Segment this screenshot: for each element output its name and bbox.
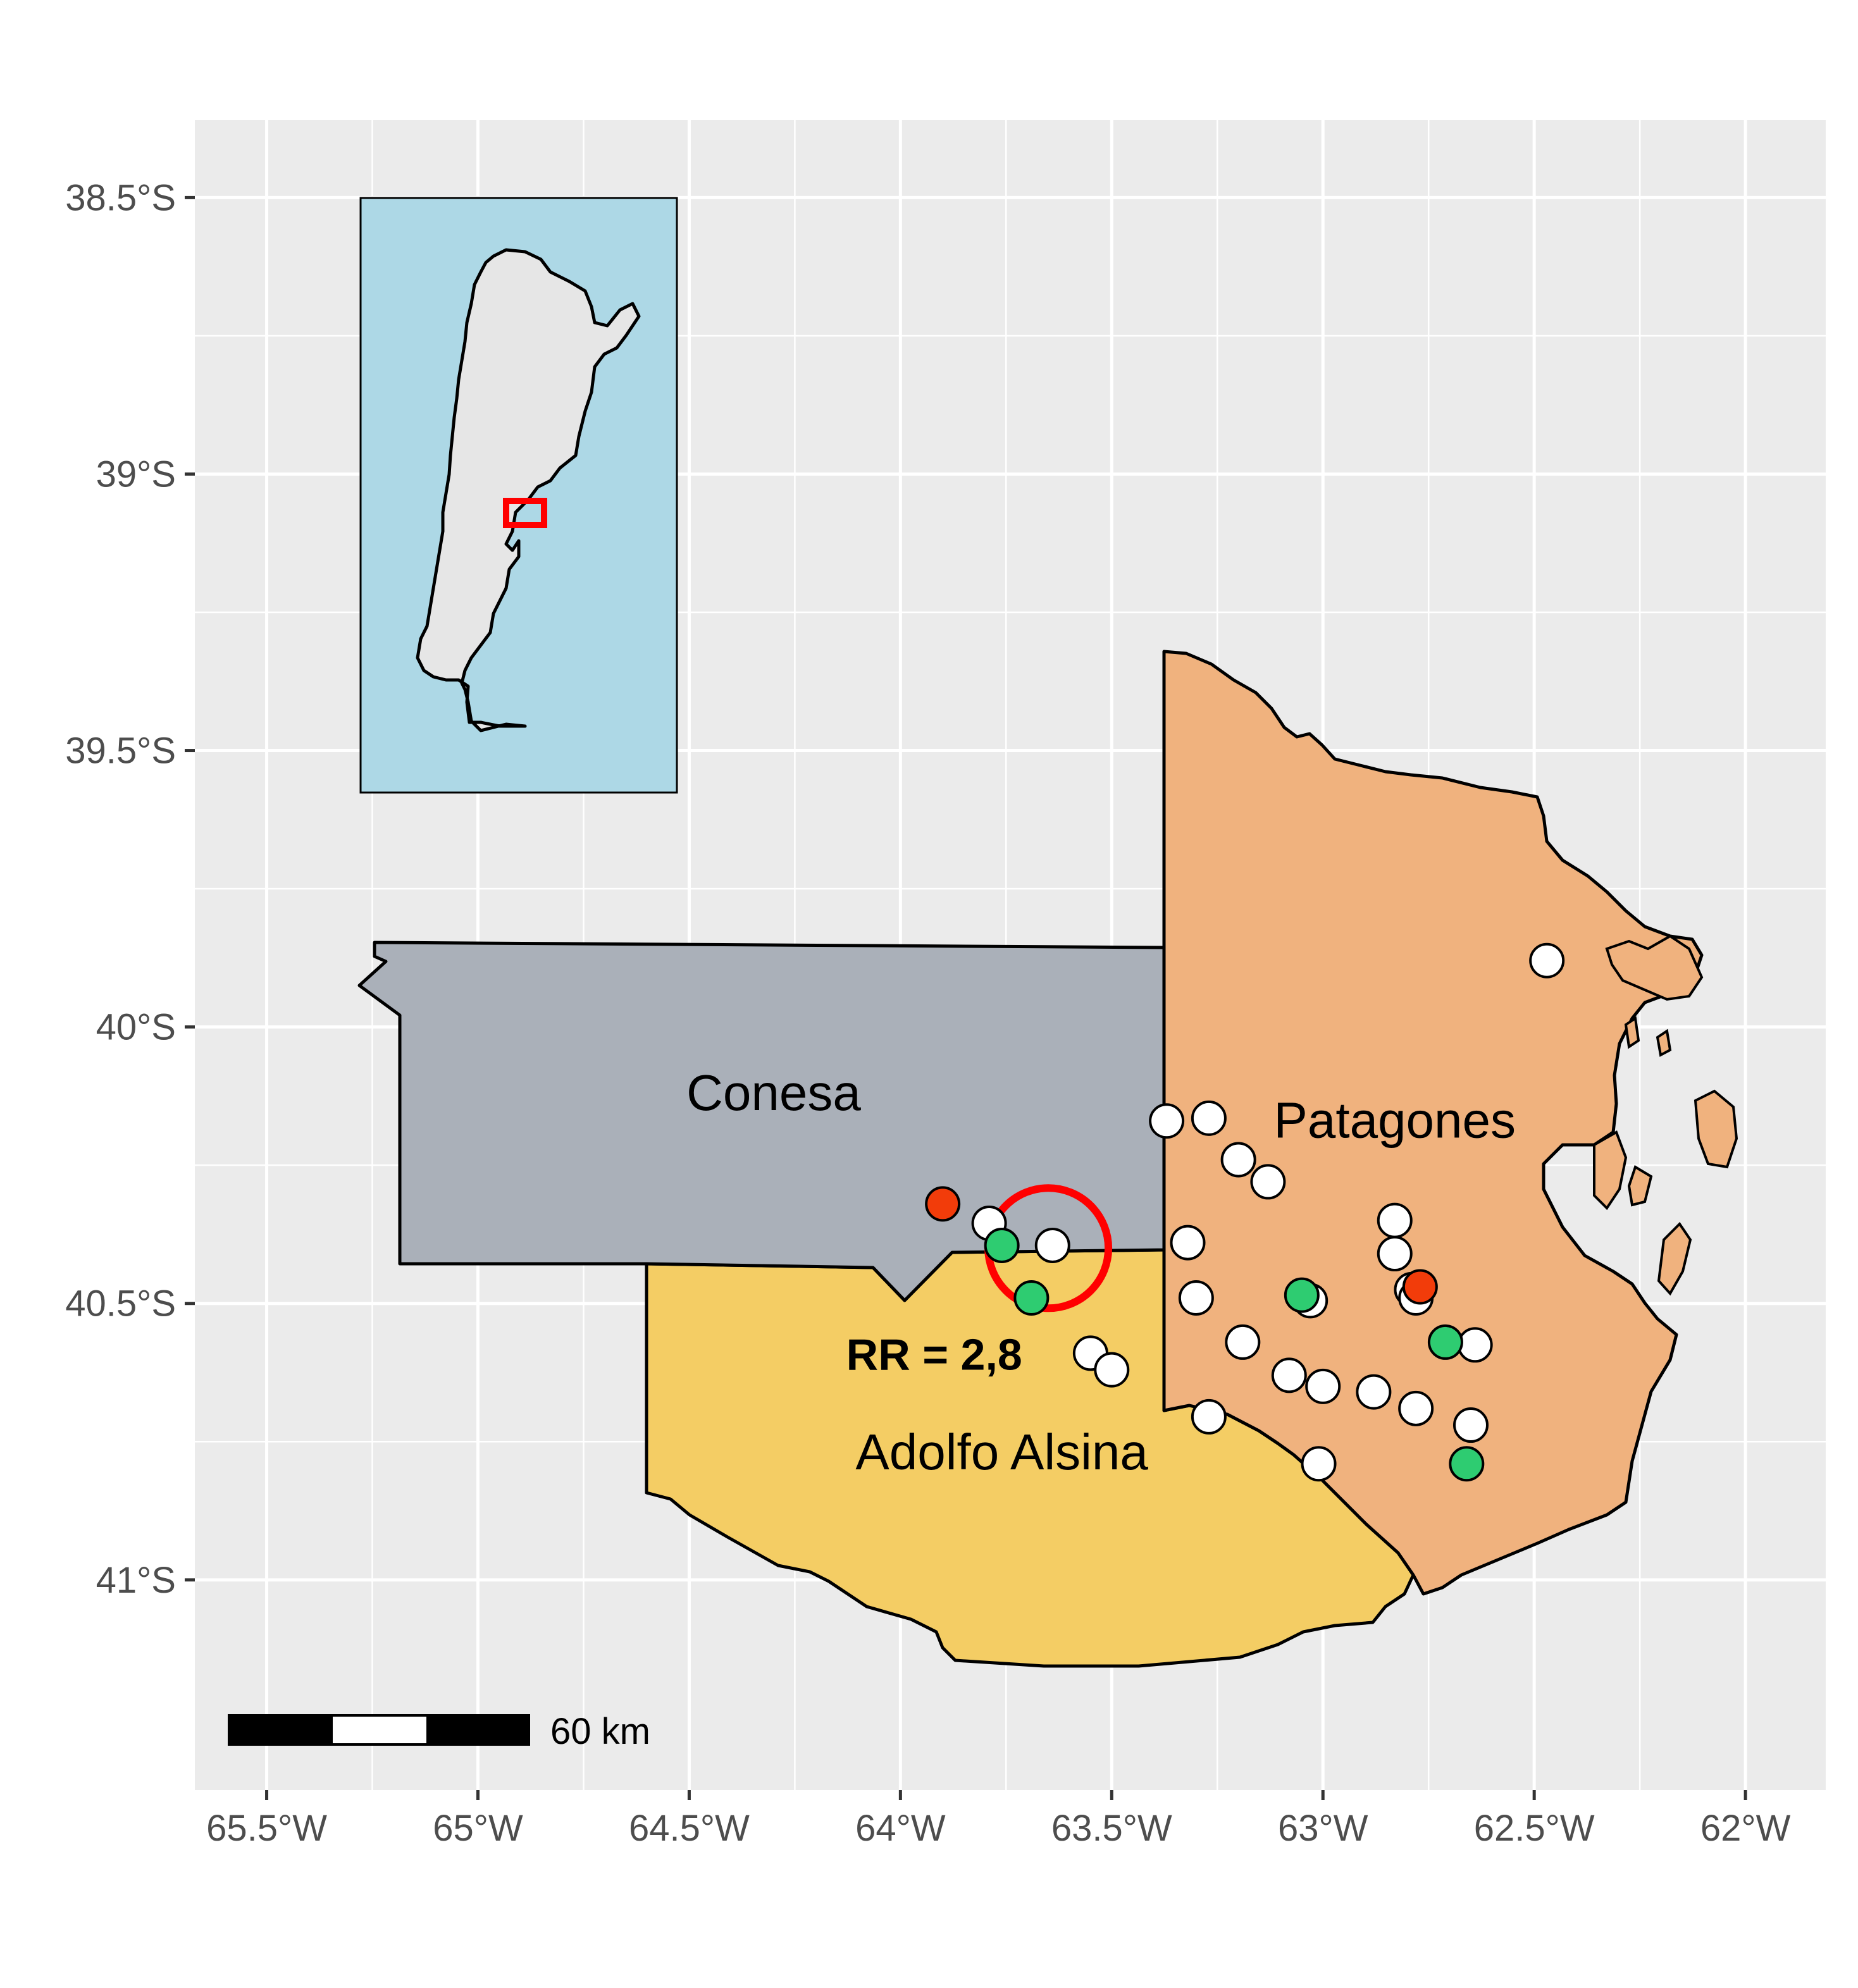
case-point-white [1178, 1280, 1214, 1316]
regions [357, 650, 1738, 1668]
region-labels: Conesa Patagones Adolfo Alsina [686, 1065, 1516, 1480]
case-point-white [1034, 1227, 1070, 1263]
y-tick-label: 38.5°S [65, 177, 176, 218]
axes: 65.5°W 65°W 64.5°W 64°W 63.5°W 63°W 62.5°W 62°W… [65, 177, 1790, 1849]
x-tick-label: 64.5°W [629, 1808, 750, 1849]
case-point-white [1191, 1100, 1227, 1136]
region-label-patagones: Patagones [1273, 1092, 1516, 1148]
case-point-white [1170, 1225, 1206, 1261]
case-point-white [1301, 1446, 1337, 1482]
region-patagones [1162, 650, 1704, 1596]
inset-locator-map [359, 197, 678, 794]
region-label-adolfo-alsina: Adolfo Alsina [855, 1424, 1148, 1480]
x-tick-label: 62.5°W [1474, 1808, 1595, 1849]
y-axis: 38.5°S 39°S 39.5°S 40°S 40.5°S 41°S [65, 177, 195, 1601]
x-axis: 65.5°W 65°W 64.5°W 64°W 63.5°W 63°W 62.5°W 62°W [206, 1790, 1791, 1849]
x-tick-label: 63.5°W [1051, 1808, 1172, 1849]
y-tick-label: 39°S [96, 454, 176, 495]
case-point-white [1191, 1398, 1227, 1435]
y-tick-label: 39.5°S [65, 731, 176, 772]
region-label-conesa: Conesa [686, 1065, 861, 1121]
case-point-green [1284, 1277, 1320, 1313]
x-tick-label: 64°W [855, 1808, 946, 1849]
case-point-white [1271, 1357, 1307, 1393]
scale-bar-segment-3 [426, 1714, 530, 1746]
scale-bar: 60 km [228, 1711, 650, 1752]
case-point-white [1398, 1390, 1434, 1426]
x-tick-label: 65°W [433, 1808, 523, 1849]
case-point-white [1377, 1202, 1413, 1238]
case-point-red [925, 1186, 961, 1222]
scale-bar-label: 60 km [550, 1711, 650, 1752]
scale-bar-segment-1 [228, 1714, 333, 1746]
case-point-green [984, 1227, 1020, 1263]
case-point-white [1377, 1236, 1413, 1272]
y-tick-label: 40°S [96, 1007, 176, 1048]
case-point-white [1094, 1352, 1130, 1388]
y-tick-label: 40.5°S [65, 1283, 176, 1324]
case-point-white [1529, 942, 1565, 979]
x-tick-label: 63°W [1278, 1808, 1368, 1849]
case-point-red [1402, 1269, 1438, 1305]
scale-bar-segment-2 [330, 1714, 429, 1746]
case-point-white [1305, 1368, 1341, 1404]
y-tick-label: 41°S [96, 1560, 176, 1601]
x-tick-label: 62°W [1700, 1808, 1791, 1849]
case-point-white [1356, 1374, 1392, 1410]
case-point-white [1220, 1142, 1256, 1178]
x-tick-label: 65.5°W [206, 1808, 327, 1849]
inset-argentina-outline [416, 248, 641, 732]
case-point-white [1457, 1327, 1493, 1363]
case-point-green [1013, 1280, 1050, 1316]
case-points [925, 942, 1565, 1482]
case-point-white [1250, 1164, 1286, 1200]
relative-risk-label: RR = 2,8 [846, 1330, 1022, 1380]
inset-study-area-highlight [503, 498, 547, 528]
case-point-white [1225, 1324, 1261, 1360]
case-point-green [1427, 1324, 1463, 1360]
case-point-white [1452, 1407, 1489, 1443]
case-point-green [1449, 1446, 1485, 1482]
coastal-islands [1593, 934, 1738, 1296]
case-point-white [1149, 1103, 1185, 1139]
